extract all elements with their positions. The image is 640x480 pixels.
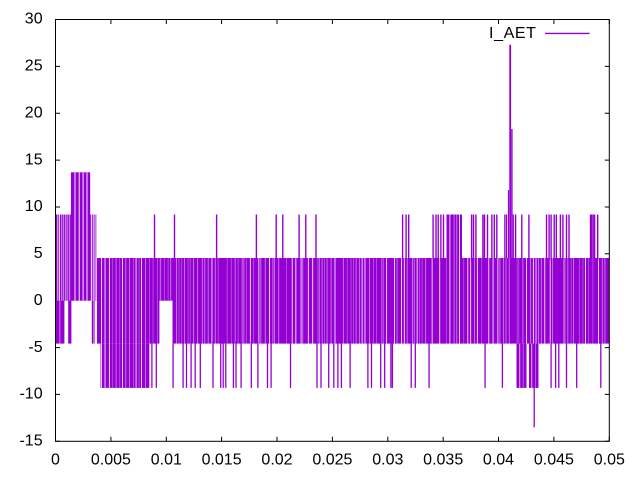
svg-text:0.05: 0.05 [594, 451, 625, 468]
svg-text:30: 30 [25, 11, 43, 28]
svg-text:5: 5 [34, 245, 43, 262]
svg-text:0.035: 0.035 [423, 451, 463, 468]
svg-text:0: 0 [34, 292, 43, 309]
svg-text:0.01: 0.01 [151, 451, 182, 468]
svg-text:0.02: 0.02 [261, 451, 292, 468]
svg-text:0.04: 0.04 [483, 451, 514, 468]
svg-text:0.025: 0.025 [312, 451, 352, 468]
svg-text:15: 15 [25, 151, 43, 168]
svg-text:25: 25 [25, 58, 43, 75]
svg-text:-5: -5 [28, 339, 42, 356]
svg-text:0.03: 0.03 [372, 451, 403, 468]
svg-text:20: 20 [25, 104, 43, 121]
svg-text:-15: -15 [19, 433, 42, 450]
svg-text:0.015: 0.015 [202, 451, 242, 468]
svg-text:0.005: 0.005 [91, 451, 131, 468]
svg-text:0.045: 0.045 [534, 451, 574, 468]
svg-text:0: 0 [51, 451, 60, 468]
svg-text:I_AET: I_AET [489, 25, 536, 42]
svg-text:10: 10 [25, 198, 43, 215]
svg-text:-10: -10 [19, 386, 42, 403]
